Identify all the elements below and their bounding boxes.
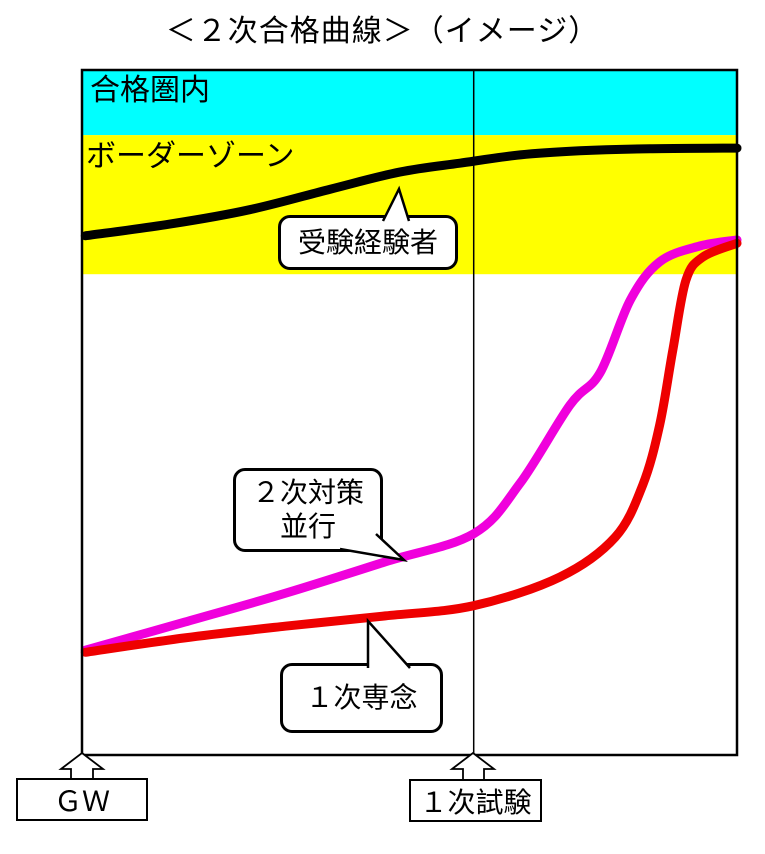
chart-title: ＜２次合格曲線＞（イメージ）	[165, 15, 600, 48]
pass-zone-label: 合格圏内	[90, 74, 210, 107]
gw-label-box: ＧＷ	[16, 778, 148, 821]
zone-band-0	[82, 70, 737, 136]
plot-border	[80, 68, 739, 757]
callout-experienced: 受験経験者	[278, 215, 458, 270]
first-exam-label-box: １次試験	[409, 779, 542, 822]
curve-2	[80, 238, 742, 657]
curves-group	[80, 143, 742, 657]
callout-parallel: ２次対策 並行	[233, 468, 383, 552]
curve-0	[80, 143, 742, 241]
callout-focus-first: １次専念	[280, 663, 443, 733]
border-zone-label: ボーダーゾーン	[86, 140, 295, 173]
curve-1	[80, 235, 742, 655]
zones-group	[82, 70, 737, 275]
